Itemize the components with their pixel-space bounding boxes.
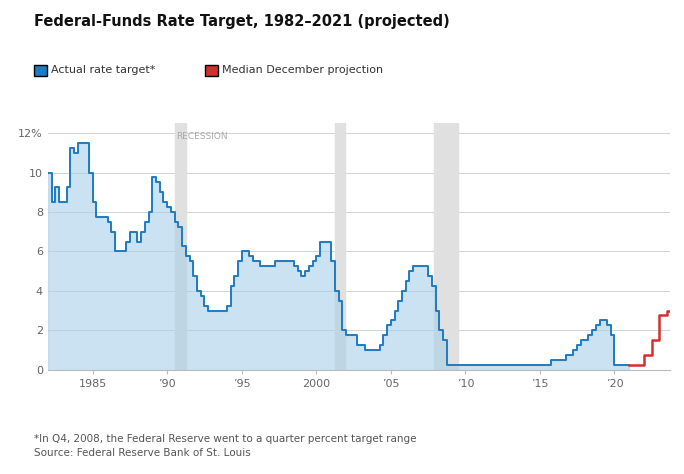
Text: Federal-Funds Rate Target, 1982–2021 (projected): Federal-Funds Rate Target, 1982–2021 (pr… xyxy=(34,14,450,29)
Text: Actual rate target*: Actual rate target* xyxy=(51,65,156,75)
Text: RECESSION: RECESSION xyxy=(176,132,228,141)
Text: *In Q4, 2008, the Federal Reserve went to a quarter percent target range: *In Q4, 2008, the Federal Reserve went t… xyxy=(34,434,417,444)
Bar xyxy=(174,123,186,370)
Text: Source: Federal Reserve Bank of St. Louis: Source: Federal Reserve Bank of St. Loui… xyxy=(34,448,251,458)
Bar xyxy=(434,123,458,370)
Text: Median December projection: Median December projection xyxy=(222,65,384,75)
Bar xyxy=(335,123,345,370)
